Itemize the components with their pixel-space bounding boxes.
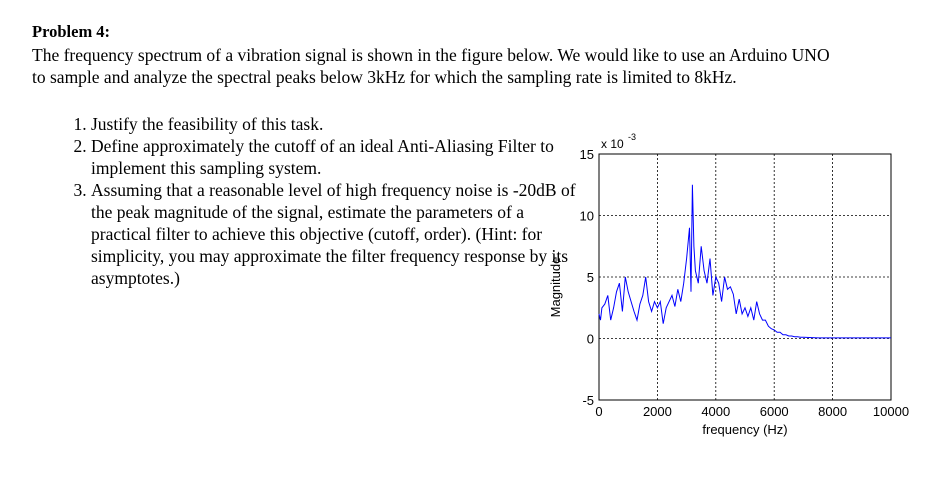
x-tick-label: 0 [595,404,602,419]
y-axis-label: Magnitude [548,257,563,318]
axes-box [598,153,892,401]
y-scale-exponent: -3 [628,132,636,142]
x-tick-label: 4000 [701,404,730,419]
x-tick-label: 8000 [818,404,847,419]
spectrum-line [598,184,891,339]
y-tick-label: -5 [582,393,594,408]
y-tick-label: 5 [587,270,594,285]
x-tick-label: 10000 [873,404,909,419]
task-item-2: Define approximately the cutoff of an id… [91,135,576,179]
grid [599,154,891,400]
problem-title: Problem 4: [32,22,111,41]
task-list: Justify the feasibility of this task. De… [55,113,576,289]
task-item-3: Assuming that a reasonable level of high… [91,179,576,289]
x-tick-label: 2000 [643,404,672,419]
y-tick-label: 15 [580,147,594,162]
y-tick-label: 10 [580,209,594,224]
task-item-1: Justify the feasibility of this task. [91,113,576,135]
y-tick-label: 0 [587,332,594,347]
x-tick-label: 6000 [760,404,789,419]
spectrum-figure: 0 2000 4000 6000 8000 10000 -5 0 5 10 15 x 10 -3 f… [540,120,931,485]
y-scale-multiplier: x 10 [601,137,624,151]
x-axis-label: frequency (Hz) [702,422,787,437]
problem-intro: The frequency spectrum of a vibration si… [32,45,830,87]
